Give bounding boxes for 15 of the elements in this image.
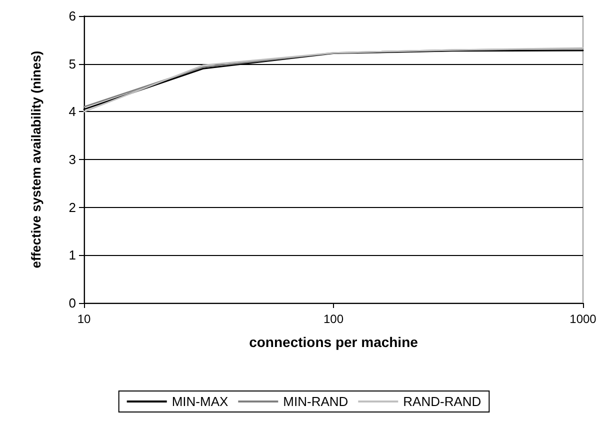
y-tick-label: 0	[68, 296, 76, 310]
x-tick-label: 1000	[570, 312, 597, 326]
y-tick-label: 6	[68, 8, 76, 24]
legend-label: MIN-RAND	[283, 394, 348, 409]
x-axis-title: connections per machine	[249, 334, 418, 350]
y-tick-label: 2	[68, 200, 76, 215]
y-axis-title: effective system availability (nines)	[28, 50, 44, 268]
y-tick-label: 5	[68, 56, 76, 72]
x-tick-label: 100	[323, 312, 344, 326]
y-tick-label: 1	[68, 248, 76, 263]
legend-label: RAND-RAND	[403, 394, 482, 409]
y-tick-label: 4	[68, 104, 76, 120]
y-tick-label: 3	[68, 152, 76, 167]
x-tick-label: 10	[77, 312, 91, 326]
legend-label: MIN-MAX	[172, 394, 228, 409]
